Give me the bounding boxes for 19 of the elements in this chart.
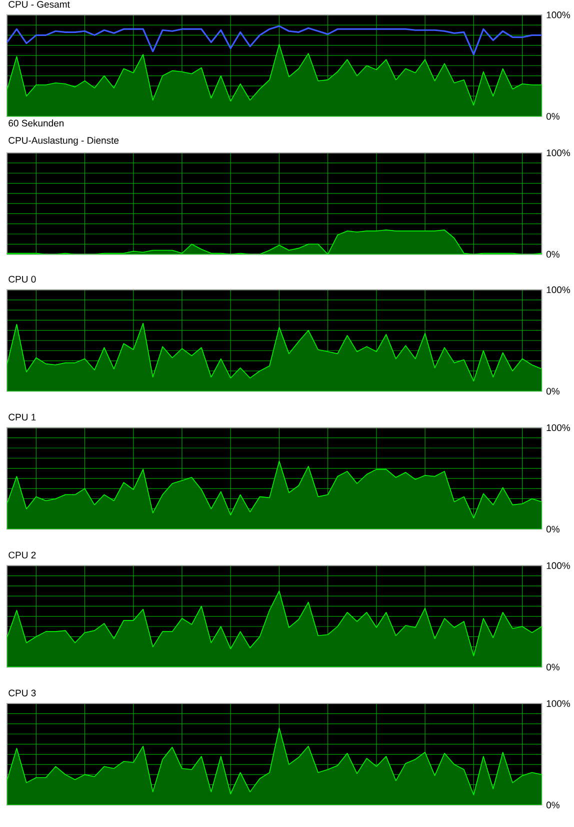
y-tick-label: 0%	[546, 526, 560, 533]
y-tick-label: 100%	[547, 12, 570, 18]
chart-title: CPU 0	[8, 276, 36, 283]
chart-title: CPU-Auslastung - Dienste	[8, 136, 119, 146]
y-tick-label: 0%	[546, 250, 560, 258]
chart-title: CPU 3	[8, 690, 36, 696]
y-tick-label: 100%	[547, 149, 570, 156]
x-axis-title: 60 Sekunden	[8, 120, 64, 127]
y-tick-label: 100%	[547, 424, 570, 432]
chart-title: CPU 2	[8, 552, 36, 558]
chart-title: CPU - Gesamt	[8, 0, 70, 8]
y-tick-label: 0%	[546, 802, 560, 808]
chart-title: CPU 1	[8, 414, 36, 420]
y-tick-label: 0%	[546, 664, 560, 670]
y-tick-label: 100%	[547, 286, 570, 294]
y-tick-label: 100%	[547, 700, 570, 707]
y-tick-label: 100%	[547, 562, 570, 569]
y-tick-label: 0%	[546, 112, 560, 120]
y-tick-label: 0%	[546, 388, 560, 395]
